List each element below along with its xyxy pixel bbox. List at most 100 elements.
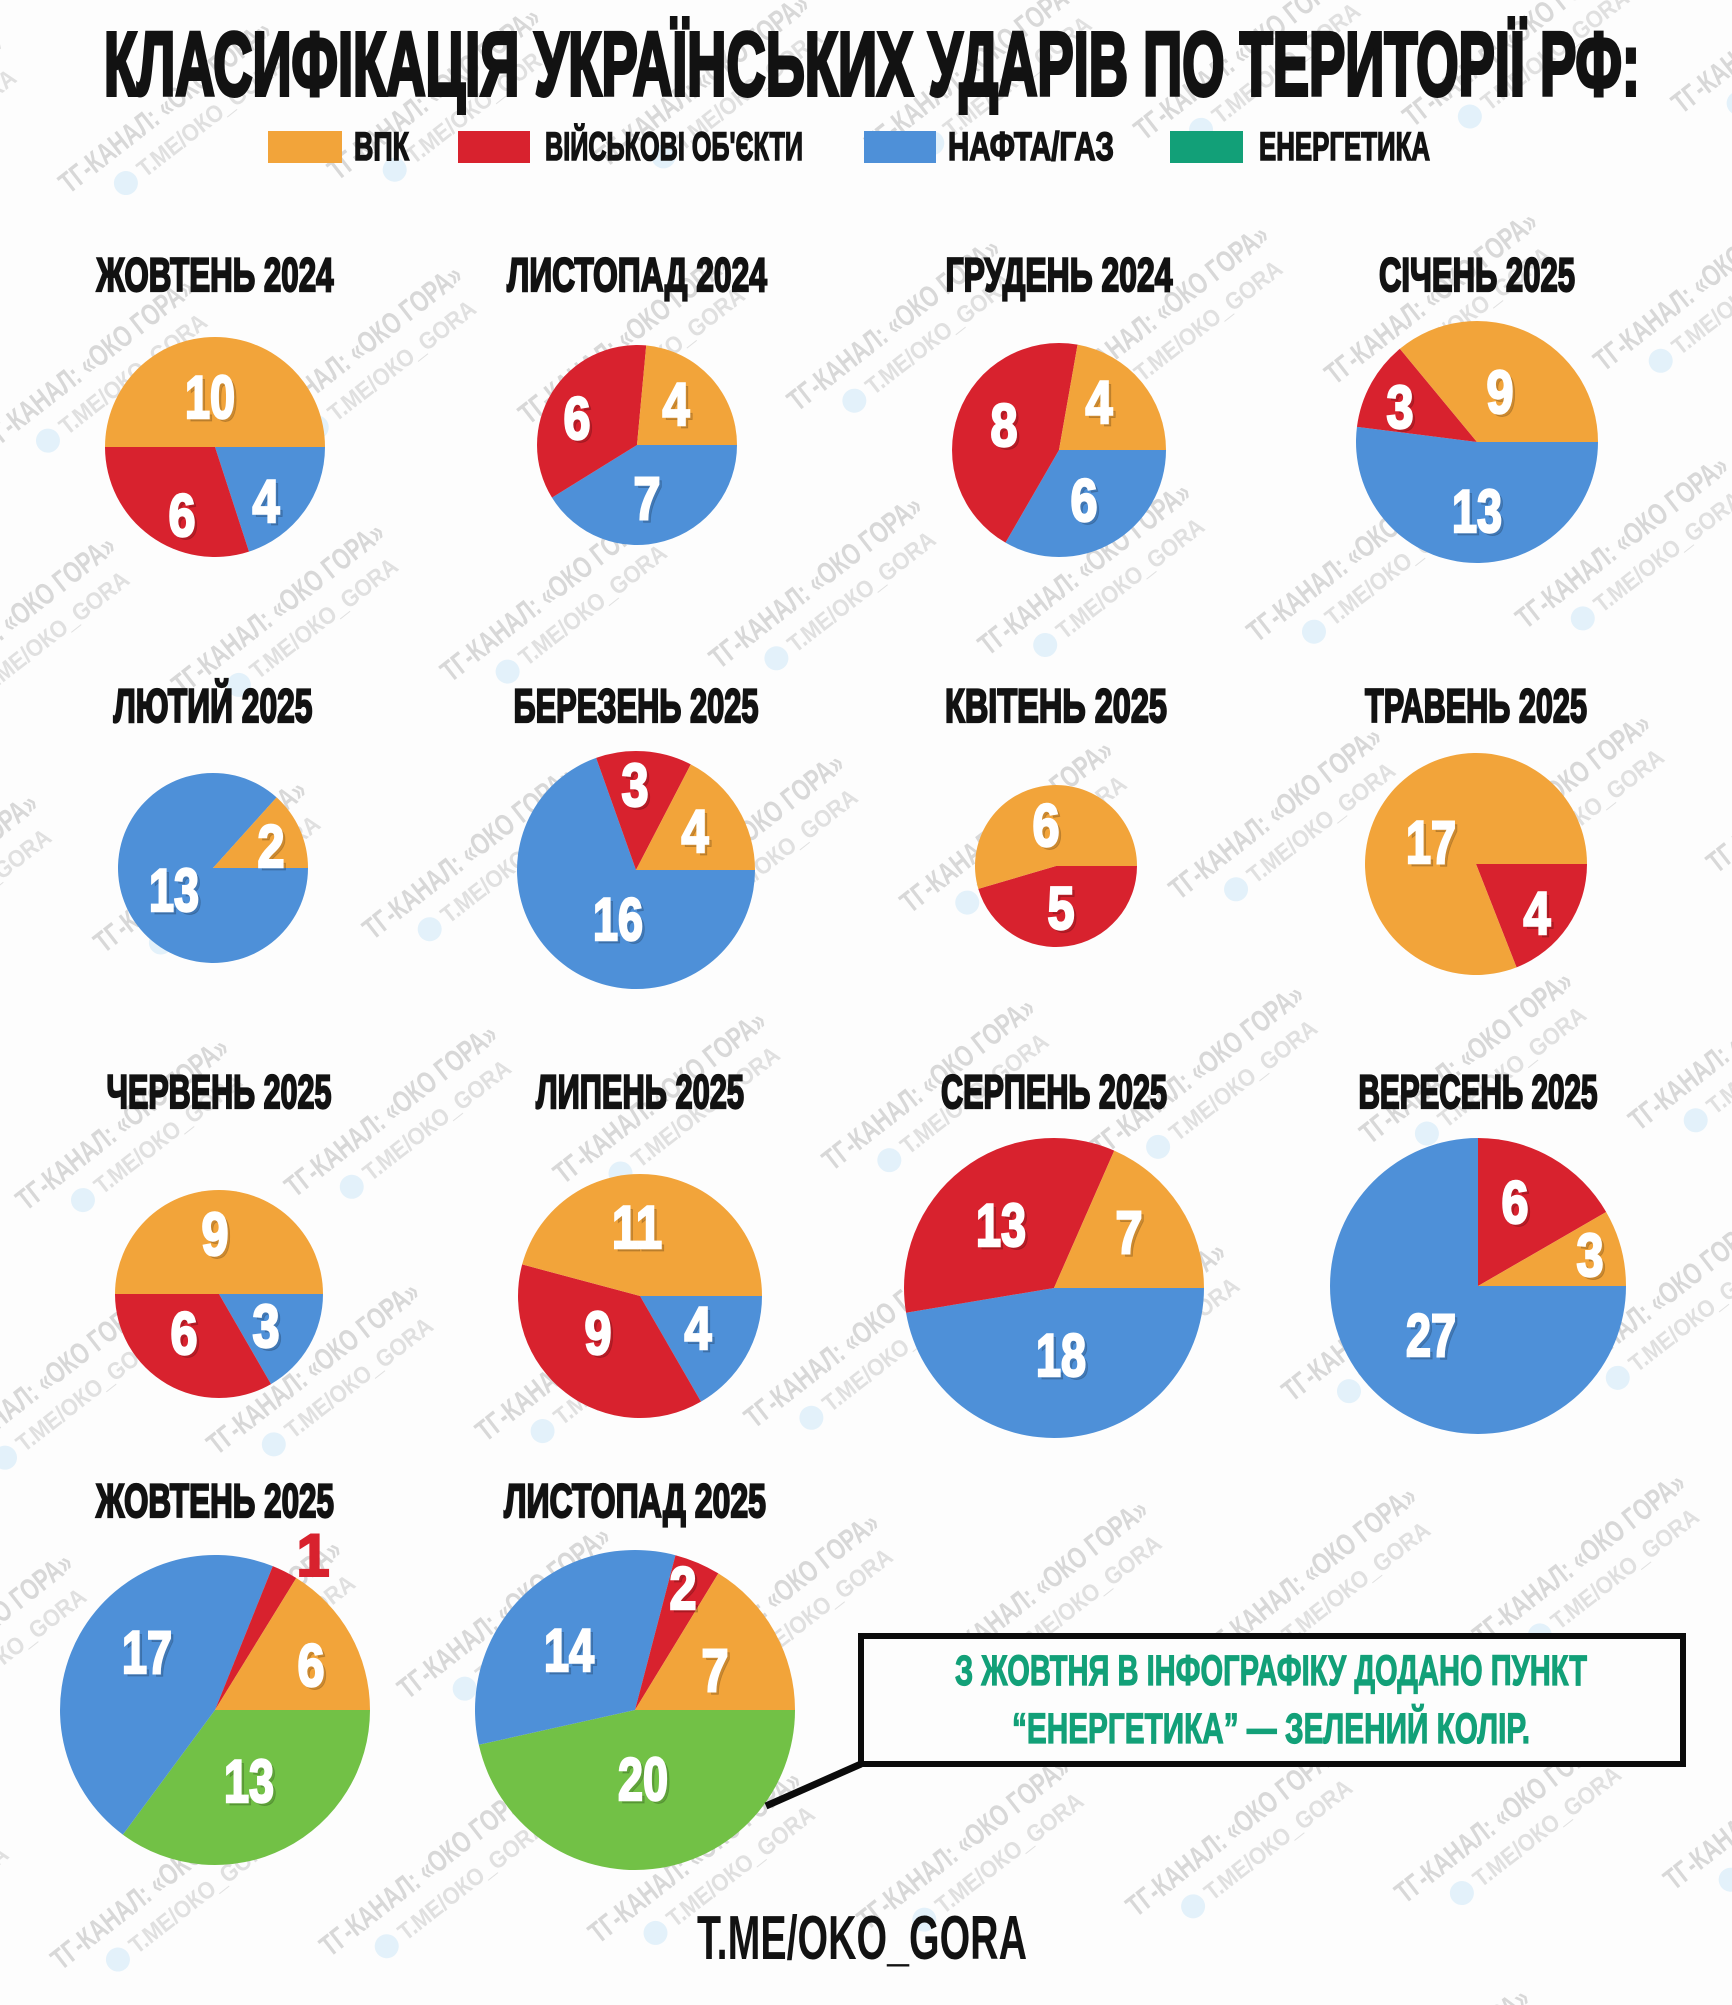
svg-text:7: 7 (1116, 1199, 1143, 1266)
svg-text:3: 3 (622, 752, 649, 819)
svg-text:БЕРЕЗЕНЬ 2025: БЕРЕЗЕНЬ 2025 (514, 679, 759, 732)
svg-text:9: 9 (205, 1204, 232, 1271)
svg-text:7: 7 (634, 465, 661, 532)
svg-text:“ЕНЕРГЕТИКА” — ЗЕЛЕНИЙ КОЛІР.: “ЕНЕРГЕТИКА” — ЗЕЛЕНИЙ КОЛІР. (1012, 1704, 1530, 1753)
svg-text:16: 16 (596, 889, 646, 956)
svg-text:ЖОВТЕНЬ 2024: ЖОВТЕНЬ 2024 (96, 248, 334, 301)
svg-text:4: 4 (1527, 883, 1555, 950)
svg-text:3: 3 (253, 1293, 280, 1360)
svg-text:6: 6 (169, 482, 196, 549)
svg-text:27: 27 (1406, 1302, 1456, 1369)
svg-text:7: 7 (702, 1637, 729, 1704)
svg-text:3: 3 (625, 755, 652, 822)
svg-text:8: 8 (994, 395, 1021, 462)
svg-text:3: 3 (256, 1296, 283, 1363)
svg-text:4: 4 (253, 468, 281, 535)
svg-text:10: 10 (188, 367, 238, 434)
svg-text:ТРАВЕНЬ 2025: ТРАВЕНЬ 2025 (1365, 679, 1587, 732)
svg-text:КЛАСИФІКАЦІЯ УКРАЇНСЬКИХ УДАРІ: КЛАСИФІКАЦІЯ УКРАЇНСЬКИХ УДАРІВ ПО ТЕРИТ… (104, 15, 1640, 115)
svg-text:6: 6 (1036, 795, 1063, 862)
svg-text:2: 2 (258, 813, 285, 880)
svg-text:17: 17 (1409, 812, 1459, 879)
svg-text:4: 4 (1524, 880, 1552, 947)
svg-text:9: 9 (588, 1303, 615, 1370)
svg-text:4: 4 (1086, 369, 1114, 436)
svg-text:6: 6 (301, 1635, 328, 1702)
svg-text:13: 13 (979, 1195, 1029, 1262)
svg-text:ЕНЕРГЕТИКА: ЕНЕРГЕТИКА (1259, 125, 1430, 169)
svg-text:6: 6 (171, 1300, 198, 1367)
svg-text:6: 6 (1502, 1169, 1529, 1236)
svg-text:11: 11 (615, 1197, 665, 1264)
svg-text:4: 4 (666, 374, 694, 441)
svg-text:4: 4 (256, 471, 284, 538)
svg-text:ЛИПЕНЬ 2025: ЛИПЕНЬ 2025 (536, 1065, 744, 1118)
svg-text:13: 13 (227, 1751, 277, 1818)
svg-text:7: 7 (1119, 1202, 1146, 1269)
svg-text:ЧЕРВЕНЬ 2025: ЧЕРВЕНЬ 2025 (107, 1065, 332, 1118)
svg-text:6: 6 (1071, 467, 1098, 534)
svg-text:13: 13 (976, 1192, 1026, 1259)
svg-text:18: 18 (1039, 1325, 1089, 1392)
svg-text:20: 20 (618, 1746, 668, 1813)
svg-text:6: 6 (174, 1303, 201, 1370)
svg-text:16: 16 (593, 886, 643, 953)
svg-text:5: 5 (1048, 875, 1075, 942)
svg-text:18: 18 (1036, 1322, 1086, 1389)
svg-text:T.ME/OKO_GORA: T.ME/OKO_GORA (697, 1904, 1027, 1973)
svg-text:6: 6 (298, 1632, 325, 1699)
svg-text:9: 9 (202, 1201, 229, 1268)
svg-text:3: 3 (1580, 1225, 1607, 1292)
svg-text:13: 13 (152, 860, 202, 927)
svg-text:ЖОВТЕНЬ 2025: ЖОВТЕНЬ 2025 (95, 1474, 334, 1527)
svg-text:17: 17 (122, 1619, 172, 1686)
svg-text:9: 9 (1487, 359, 1514, 426)
svg-text:1: 1 (296, 1522, 329, 1589)
svg-text:4: 4 (1089, 372, 1117, 439)
svg-text:ВЕРЕСЕНЬ 2025: ВЕРЕСЕНЬ 2025 (1359, 1065, 1598, 1118)
svg-text:ВІЙСЬКОВІ ОБ'ЄКТИ: ВІЙСЬКОВІ ОБ'ЄКТИ (545, 123, 803, 169)
svg-text:3: 3 (1577, 1222, 1604, 1289)
svg-text:6: 6 (1033, 792, 1060, 859)
svg-text:13: 13 (149, 857, 199, 924)
svg-text:НАФТА/ГАЗ: НАФТА/ГАЗ (948, 125, 1114, 169)
svg-text:11: 11 (612, 1194, 662, 1261)
svg-text:СЕРПЕНЬ 2025: СЕРПЕНЬ 2025 (941, 1065, 1167, 1118)
svg-text:3: 3 (1387, 374, 1414, 441)
svg-text:5: 5 (1051, 878, 1078, 945)
svg-text:6: 6 (172, 485, 199, 552)
svg-text:17: 17 (125, 1622, 175, 1689)
svg-text:4: 4 (688, 1298, 716, 1365)
svg-text:ГРУДЕНЬ 2024: ГРУДЕНЬ 2024 (946, 248, 1173, 301)
svg-text:ВПК: ВПК (354, 125, 409, 169)
svg-text:ЛИСТОПАД 2025: ЛИСТОПАД 2025 (504, 1474, 766, 1527)
svg-text:4: 4 (685, 1295, 713, 1362)
svg-text:17: 17 (1406, 809, 1456, 876)
svg-text:ЛИСТОПАД 2024: ЛИСТОПАД 2024 (507, 248, 767, 301)
svg-text:8: 8 (991, 392, 1018, 459)
svg-text:ЛЮТИЙ 2025: ЛЮТИЙ 2025 (114, 679, 313, 732)
svg-text:4: 4 (682, 798, 710, 865)
svg-text:14: 14 (544, 1617, 594, 1684)
svg-text:4: 4 (685, 801, 713, 868)
svg-text:14: 14 (547, 1620, 597, 1687)
svg-text:3: 3 (1390, 377, 1417, 444)
svg-text:9: 9 (585, 1300, 612, 1367)
svg-text:10: 10 (185, 364, 235, 431)
svg-text:13: 13 (1455, 481, 1505, 548)
svg-text:7: 7 (637, 468, 664, 535)
svg-text:7: 7 (705, 1640, 732, 1707)
svg-text:6: 6 (567, 388, 594, 455)
svg-text:9: 9 (1490, 362, 1517, 429)
svg-text:4: 4 (663, 371, 691, 438)
svg-text:6: 6 (564, 385, 591, 452)
svg-text:2: 2 (261, 816, 288, 883)
svg-text:КВІТЕНЬ 2025: КВІТЕНЬ 2025 (945, 679, 1167, 732)
svg-text:13: 13 (1452, 478, 1502, 545)
svg-text:27: 27 (1409, 1305, 1459, 1372)
svg-text:2: 2 (670, 1555, 697, 1622)
svg-text:13: 13 (224, 1748, 274, 1815)
svg-text:20: 20 (621, 1749, 671, 1816)
svg-text:2: 2 (673, 1558, 700, 1625)
svg-text:6: 6 (1074, 470, 1101, 537)
